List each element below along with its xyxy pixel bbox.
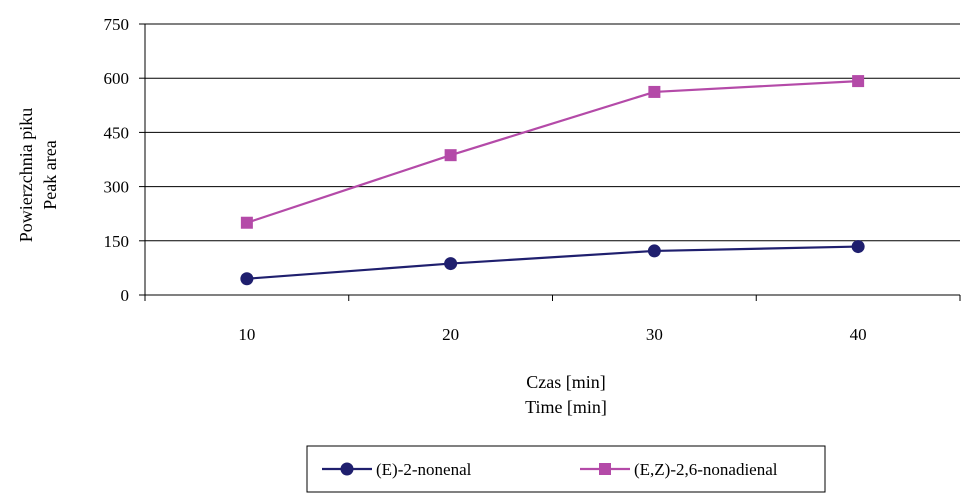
series-line [246, 79, 859, 224]
y-tick-label: 0 [121, 286, 130, 305]
y-tick-label: 600 [104, 69, 130, 88]
series-2 [240, 75, 865, 229]
y-tick-label: 150 [104, 232, 130, 251]
y-tick-labels: 0 150 300 450 600 750 [104, 15, 130, 305]
data-point [648, 85, 661, 98]
data-point [444, 257, 458, 271]
legend-label: (E,Z)-2,6-nonadienal [634, 460, 778, 479]
legend-marker [340, 462, 354, 476]
grid-lines [145, 23, 960, 242]
legend: (E)-2-nonenal (E,Z)-2,6-nonadienal [306, 445, 826, 493]
series-line [246, 245, 859, 280]
x-tick-labels: 10 20 30 40 [238, 325, 866, 344]
legend-item-1: (E)-2-nonenal [322, 460, 472, 479]
series-1 [240, 240, 865, 286]
x-tick-label: 20 [442, 325, 459, 344]
y-tick-label: 750 [104, 15, 130, 34]
axes [139, 23, 961, 301]
data-point [852, 75, 865, 88]
y-axis-title-line2: Peak area [40, 140, 60, 209]
y-tick-label: 450 [104, 123, 130, 142]
data-point [444, 149, 457, 162]
legend-marker [599, 463, 611, 475]
x-axis-title-line1: Czas [min] [526, 372, 605, 392]
data-point [240, 216, 253, 229]
data-series [240, 75, 865, 286]
data-point [647, 244, 661, 258]
x-tick-label: 30 [646, 325, 663, 344]
x-axis-title-line2: Time [min] [525, 397, 607, 417]
data-point [851, 240, 865, 254]
legend-box [306, 445, 826, 493]
y-tick-label: 300 [104, 178, 130, 197]
x-tick-label: 10 [238, 325, 255, 344]
legend-item-2: (E,Z)-2,6-nonadienal [580, 460, 778, 479]
data-point [240, 272, 254, 286]
y-axis-title-line1: Powierzchnia piku [16, 108, 36, 242]
legend-label: (E)-2-nonenal [376, 460, 472, 479]
x-tick-label: 40 [850, 325, 867, 344]
